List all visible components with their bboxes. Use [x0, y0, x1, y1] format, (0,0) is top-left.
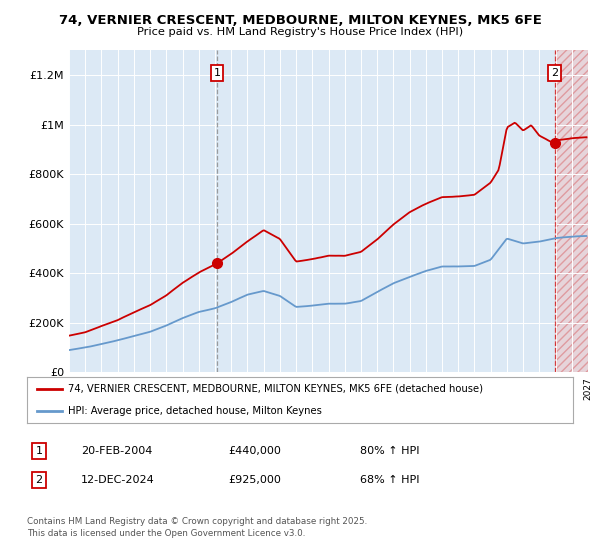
- Bar: [555, 50, 588, 372]
- Text: 2: 2: [35, 475, 43, 485]
- Text: 74, VERNIER CRESCENT, MEDBOURNE, MILTON KEYNES, MK5 6FE (detached house): 74, VERNIER CRESCENT, MEDBOURNE, MILTON …: [68, 384, 483, 394]
- Text: 1: 1: [214, 68, 221, 78]
- Text: 80% ↑ HPI: 80% ↑ HPI: [360, 446, 419, 456]
- Text: 68% ↑ HPI: 68% ↑ HPI: [360, 475, 419, 485]
- Text: £925,000: £925,000: [228, 475, 281, 485]
- Text: This data is licensed under the Open Government Licence v3.0.: This data is licensed under the Open Gov…: [27, 529, 305, 538]
- Text: 12-DEC-2024: 12-DEC-2024: [81, 475, 155, 485]
- Text: HPI: Average price, detached house, Milton Keynes: HPI: Average price, detached house, Milt…: [68, 406, 322, 416]
- Text: 20-FEB-2004: 20-FEB-2004: [81, 446, 152, 456]
- Text: 1: 1: [35, 446, 43, 456]
- Text: Price paid vs. HM Land Registry's House Price Index (HPI): Price paid vs. HM Land Registry's House …: [137, 27, 463, 37]
- Text: 2: 2: [551, 68, 559, 78]
- Text: Contains HM Land Registry data © Crown copyright and database right 2025.: Contains HM Land Registry data © Crown c…: [27, 517, 367, 526]
- Text: 74, VERNIER CRESCENT, MEDBOURNE, MILTON KEYNES, MK5 6FE: 74, VERNIER CRESCENT, MEDBOURNE, MILTON …: [59, 14, 541, 27]
- Bar: [555, 50, 588, 372]
- Text: £440,000: £440,000: [228, 446, 281, 456]
